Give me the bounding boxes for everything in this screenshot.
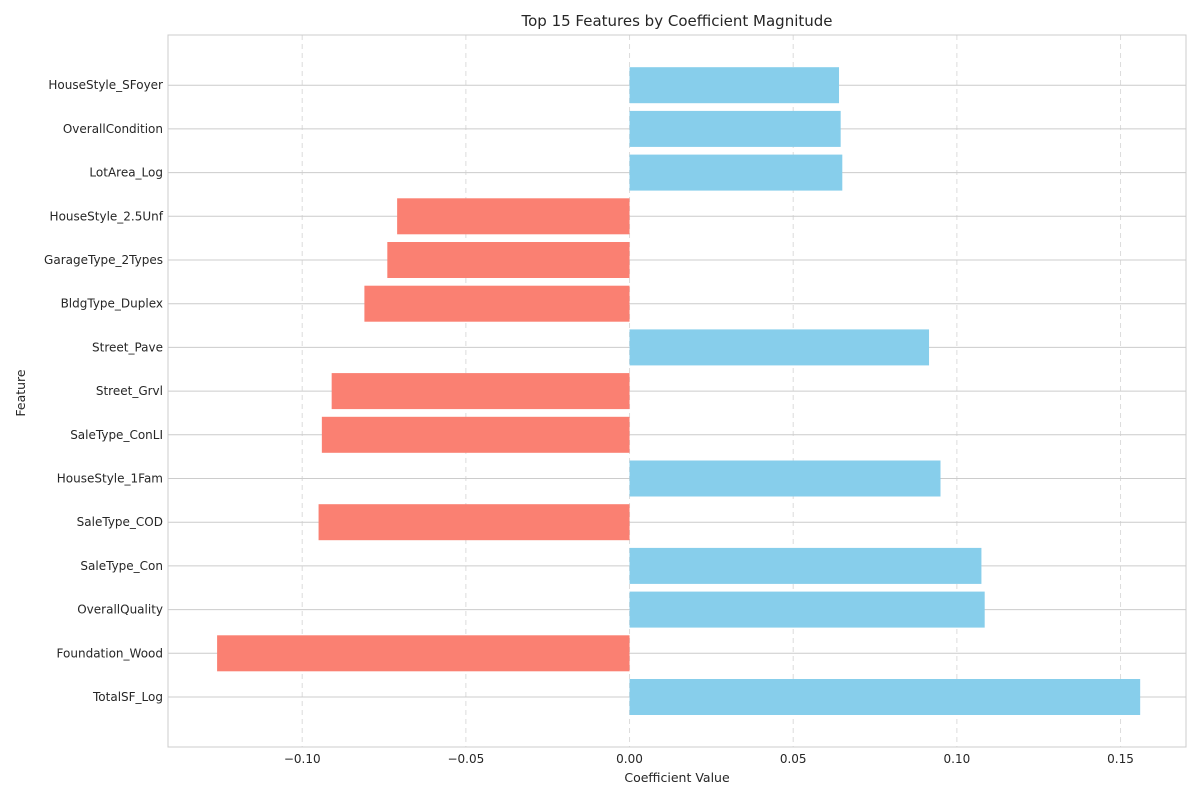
bar-overallcondition: [629, 110, 841, 147]
bar-foundation-wood: [217, 635, 630, 672]
y-tick-label: OverallQuality: [77, 603, 163, 617]
bar-saletype-cod: [318, 504, 630, 541]
y-tick-label: OverallCondition: [63, 122, 163, 136]
y-tick-label: Street_Pave: [92, 340, 163, 354]
chart-title: Top 15 Features by Coefficient Magnitude: [520, 12, 832, 30]
y-tick-label: SaleType_Con: [80, 559, 163, 573]
y-tick-label: TotalSF_Log: [92, 690, 163, 704]
x-tick-label: −0.05: [447, 752, 484, 766]
x-tick-label: 0.05: [780, 752, 807, 766]
bar-bldgtype-duplex: [364, 285, 630, 322]
y-tick-label: HouseStyle_SFoyer: [48, 78, 163, 92]
x-tick-label: −0.10: [284, 752, 321, 766]
bar-housestyle-sfoyer: [629, 67, 840, 104]
bar-totalsf-log: [629, 679, 1141, 715]
y-tick-label: Foundation_Wood: [57, 646, 163, 660]
y-tick-label: GarageType_2Types: [44, 253, 163, 267]
y-axis-label: Feature: [13, 369, 28, 417]
x-axis-label: Coefficient Value: [624, 770, 730, 785]
y-tick-label: LotArea_Log: [89, 166, 163, 180]
bar-saletype-conli: [321, 416, 630, 453]
x-tick-label: 0.15: [1107, 752, 1134, 766]
bar-housestyle-1fam: [629, 460, 941, 497]
bar-housestyle-2-5unf: [397, 198, 630, 235]
y-tick-label: HouseStyle_2.5Unf: [50, 209, 164, 223]
bar-lotarea-log: [629, 154, 843, 191]
y-tick-label: HouseStyle_1Fam: [57, 472, 163, 486]
bar-street-pave: [629, 329, 930, 366]
y-tick-label: BldgType_Duplex: [61, 297, 163, 311]
y-tick-label: SaleType_ConLI: [70, 428, 163, 442]
y-tick-label: SaleType_COD: [77, 515, 163, 529]
plot-frame: [167, 34, 1187, 748]
x-tick-label: 0.10: [944, 752, 971, 766]
bar-saletype-con: [629, 547, 982, 584]
bar-garagetype-2types: [387, 242, 630, 278]
x-tick-label: 0.00: [616, 752, 643, 766]
y-tick-label: Street_Grvl: [96, 384, 163, 398]
bar-street-grvl: [331, 373, 630, 410]
bar-overallquality: [629, 591, 985, 628]
